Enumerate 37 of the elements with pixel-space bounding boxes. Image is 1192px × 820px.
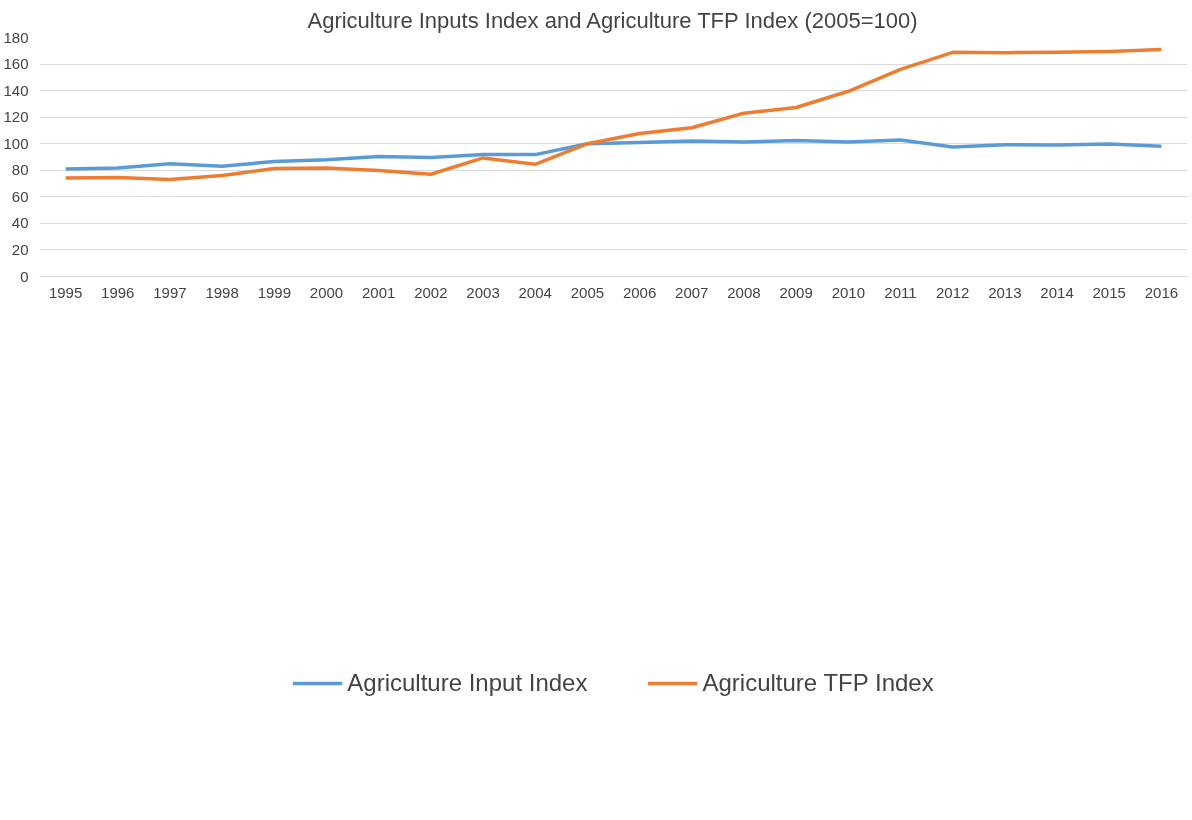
y-tick-label: 20 <box>11 240 29 258</box>
chart-title: Agriculture Inputs Index and Agriculture TFP Index (2005=100) <box>307 7 918 33</box>
x-tick-label: 2005 <box>570 283 605 301</box>
y-tick-label: 40 <box>11 214 29 232</box>
x-tick-label: 1998 <box>205 283 239 301</box>
x-tick-label: 2015 <box>1092 283 1126 301</box>
x-tick-label: 1995 <box>48 283 83 301</box>
legend-label: Agriculture Input Index <box>347 669 588 697</box>
x-tick-label: 2011 <box>884 283 917 301</box>
x-tick-label: 2000 <box>309 283 344 301</box>
x-tick-label: 2004 <box>518 283 552 301</box>
y-tick-label: 180 <box>3 28 29 46</box>
y-tick-label: 120 <box>3 108 29 126</box>
x-tick-label: 2001 <box>362 283 396 301</box>
x-tick-label: 2010 <box>831 283 866 301</box>
x-tick-label: 1999 <box>257 283 292 301</box>
y-tick-label: 160 <box>3 55 29 73</box>
legend-label: Agriculture TFP Index <box>702 669 934 697</box>
y-tick-label: 80 <box>11 161 29 179</box>
x-tick-label: 2007 <box>675 283 709 301</box>
y-tick-label: 0 <box>20 267 29 285</box>
x-tick-label: 2006 <box>622 283 657 301</box>
y-tick-label: 140 <box>3 81 29 99</box>
x-tick-label: 2012 <box>936 283 970 301</box>
x-tick-label: 2008 <box>727 283 761 301</box>
line-series <box>63 138 1164 171</box>
x-tick-label: 1997 <box>153 283 187 301</box>
x-tick-label: 1996 <box>101 283 135 301</box>
x-tick-label: 2009 <box>779 283 813 301</box>
y-tick-label: 60 <box>11 187 29 205</box>
x-tick-label: 2002 <box>414 283 448 301</box>
x-tick-label: 2016 <box>1144 283 1179 301</box>
x-tick-label: 2014 <box>1040 283 1074 301</box>
y-tick-label: 100 <box>3 134 29 152</box>
x-tick-label: 2013 <box>988 283 1022 301</box>
x-tick-label: 2003 <box>466 283 500 301</box>
line-series <box>63 47 1164 182</box>
